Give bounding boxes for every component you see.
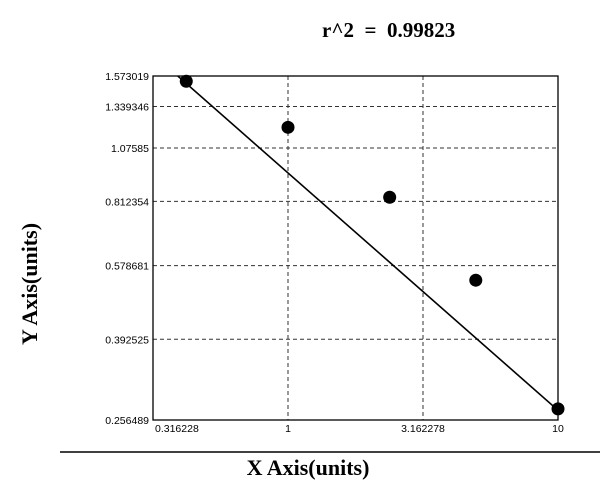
data-point (551, 402, 565, 416)
y-axis-label: Y Axis(units) (17, 222, 42, 346)
x-tick-label: 3.162278 (401, 423, 445, 435)
r-squared-label: r^2 (322, 18, 355, 42)
r-squared-readout: r^2 = 0.99823 (322, 18, 455, 43)
data-point (383, 190, 397, 204)
plot-frame (152, 75, 559, 421)
r-squared-value: 0.99823 (387, 18, 456, 42)
data-point (281, 120, 295, 134)
fit-line (176, 76, 558, 411)
r-squared-equals: = (364, 18, 377, 42)
y-tick-label: 0.392525 (105, 334, 149, 346)
x-tick-label: 10 (552, 423, 564, 435)
y-tick-label: 0.256489 (105, 415, 149, 427)
y-tick-label: 0.812354 (105, 196, 149, 208)
y-tick-label: 1.573019 (105, 71, 149, 83)
y-tick-label: 1.07585 (111, 143, 149, 155)
y-tick-label: 1.339346 (105, 102, 149, 114)
y-tick-label: 0.578681 (105, 261, 149, 273)
x-tick-label: 0.316228 (155, 423, 199, 435)
x-axis-label: X Axis(units) (246, 455, 370, 480)
x-tick-label: 1 (285, 423, 291, 435)
data-point (179, 74, 193, 88)
data-point (469, 273, 483, 287)
